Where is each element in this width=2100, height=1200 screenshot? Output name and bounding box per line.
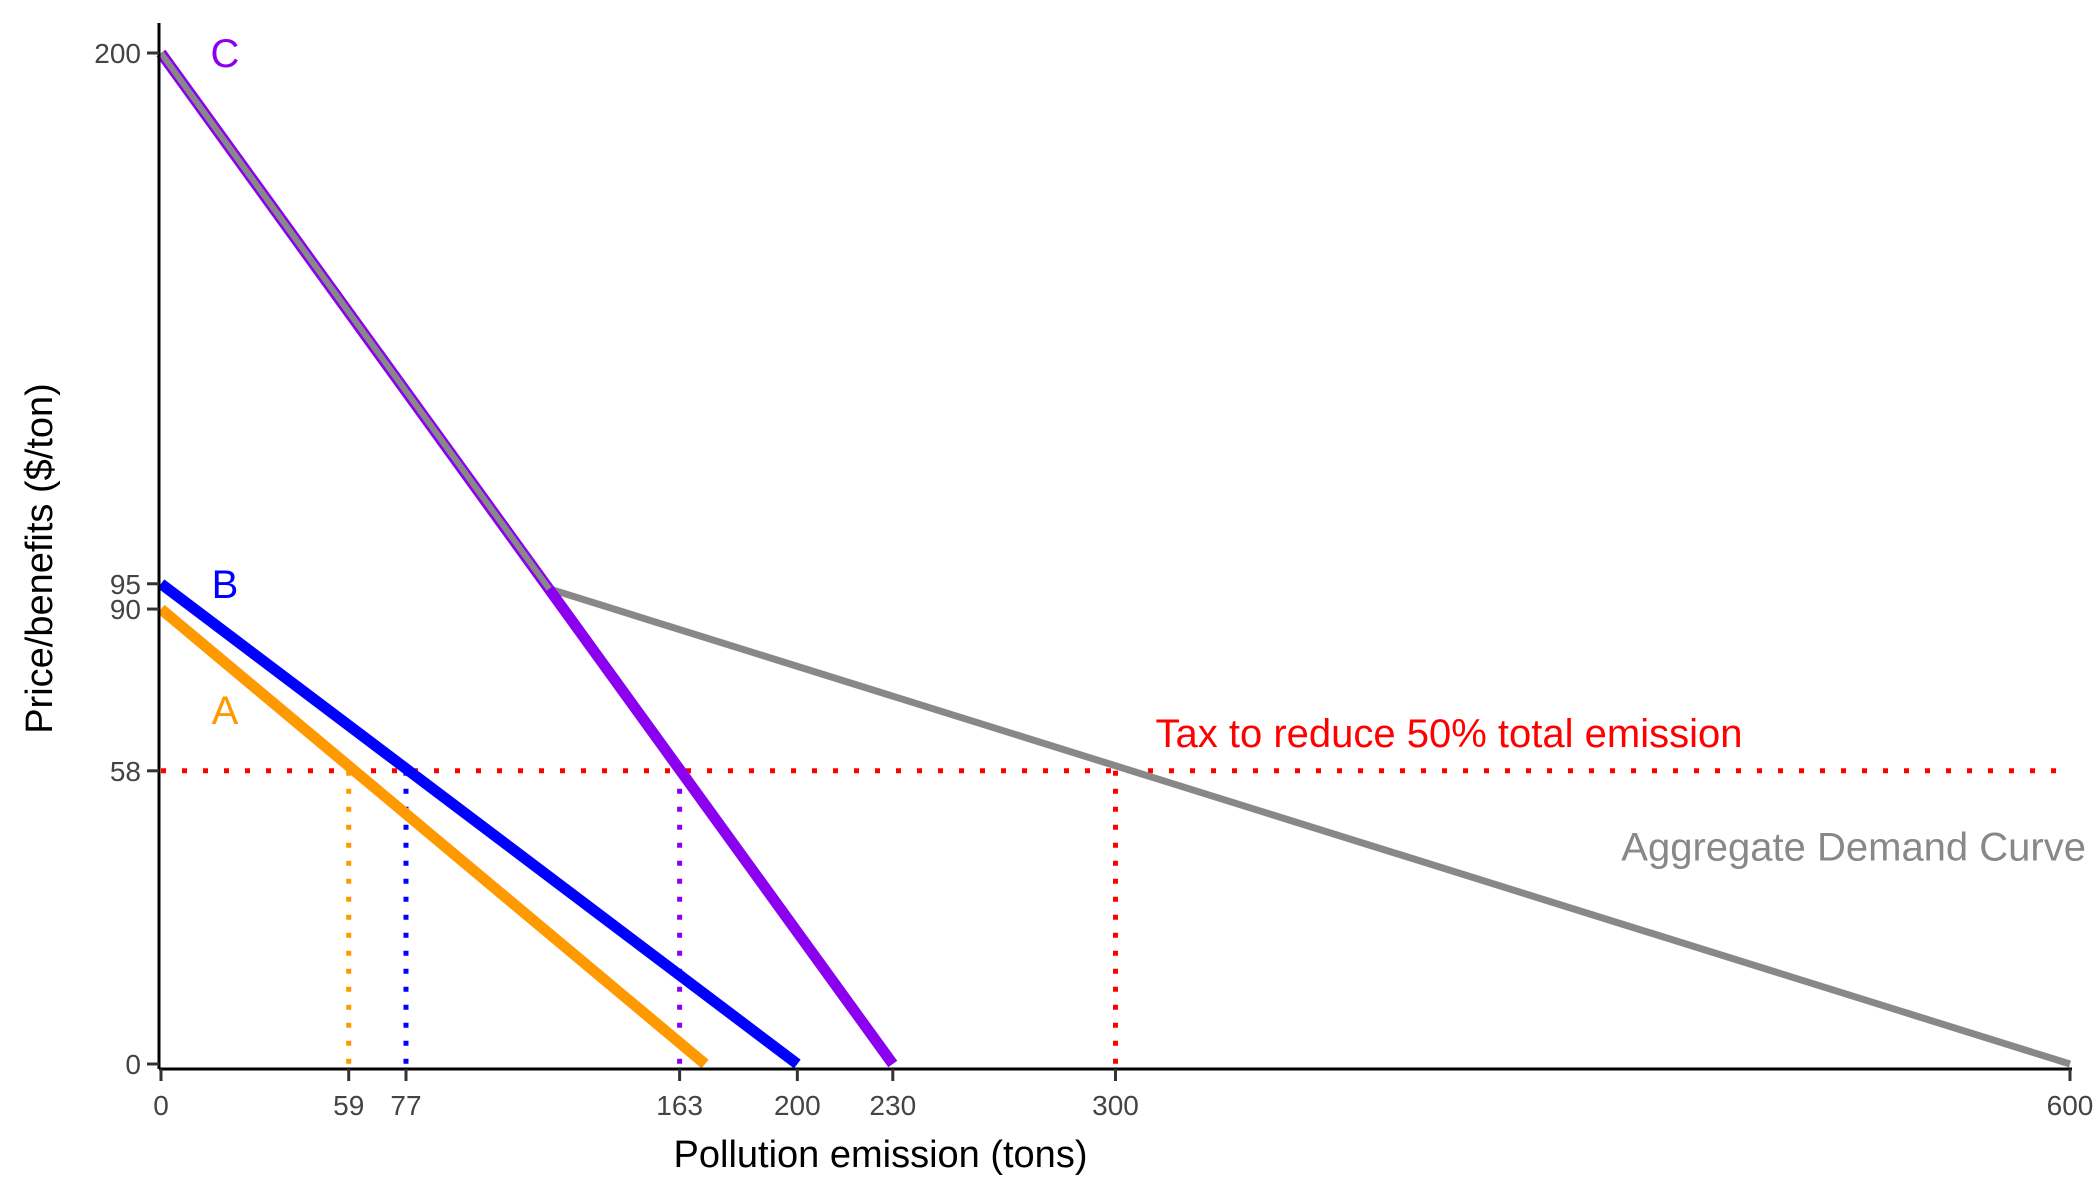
series-line-a xyxy=(157,604,709,1069)
series-label-c: C xyxy=(211,32,240,76)
y-tick-label-0: 0 xyxy=(125,1049,141,1080)
y-tick-label-200: 200 xyxy=(94,38,141,69)
x-tick-label-200: 200 xyxy=(774,1090,821,1121)
x-tick-label-230: 230 xyxy=(869,1090,916,1121)
tax-line-group: Tax to reduce 50% total emission xyxy=(161,712,2070,774)
series-label-b: B xyxy=(212,563,239,607)
x-tick-label-59: 59 xyxy=(333,1090,364,1121)
series-line-aggregate-demand-curve xyxy=(158,50,2072,1068)
x-tick-label-600: 600 xyxy=(2047,1090,2094,1121)
aggregate-demand-label: Aggregate Demand Curve xyxy=(1621,826,2086,870)
x-tick-label-77: 77 xyxy=(390,1090,421,1121)
series-line-b xyxy=(157,579,801,1069)
x-ticks: 0 59 77 163 200 230 300 600 xyxy=(153,1069,2093,1121)
axes xyxy=(157,23,2072,1071)
x-tick-label-163: 163 xyxy=(656,1090,703,1121)
aggregate-segment-overlay xyxy=(158,51,552,591)
x-tick-label-0: 0 xyxy=(153,1090,169,1121)
y-tick-label-90: 90 xyxy=(110,594,141,625)
y-tick-label-95: 95 xyxy=(110,569,141,600)
y-tick-label-58: 58 xyxy=(110,756,141,787)
series-label-a: A xyxy=(212,689,239,733)
drop-lines xyxy=(346,770,1118,1064)
y-axis-title: Price/benefits ($/ton) xyxy=(19,383,61,734)
series-lines xyxy=(156,49,2072,1069)
x-axis-title: Pollution emission (tons) xyxy=(674,1134,1088,1176)
tax-label: Tax to reduce 50% total emission xyxy=(1156,712,1743,756)
curve-labels: A B C Aggregate Demand Curve xyxy=(211,32,2086,870)
x-tick-label-300: 300 xyxy=(1092,1090,1139,1121)
